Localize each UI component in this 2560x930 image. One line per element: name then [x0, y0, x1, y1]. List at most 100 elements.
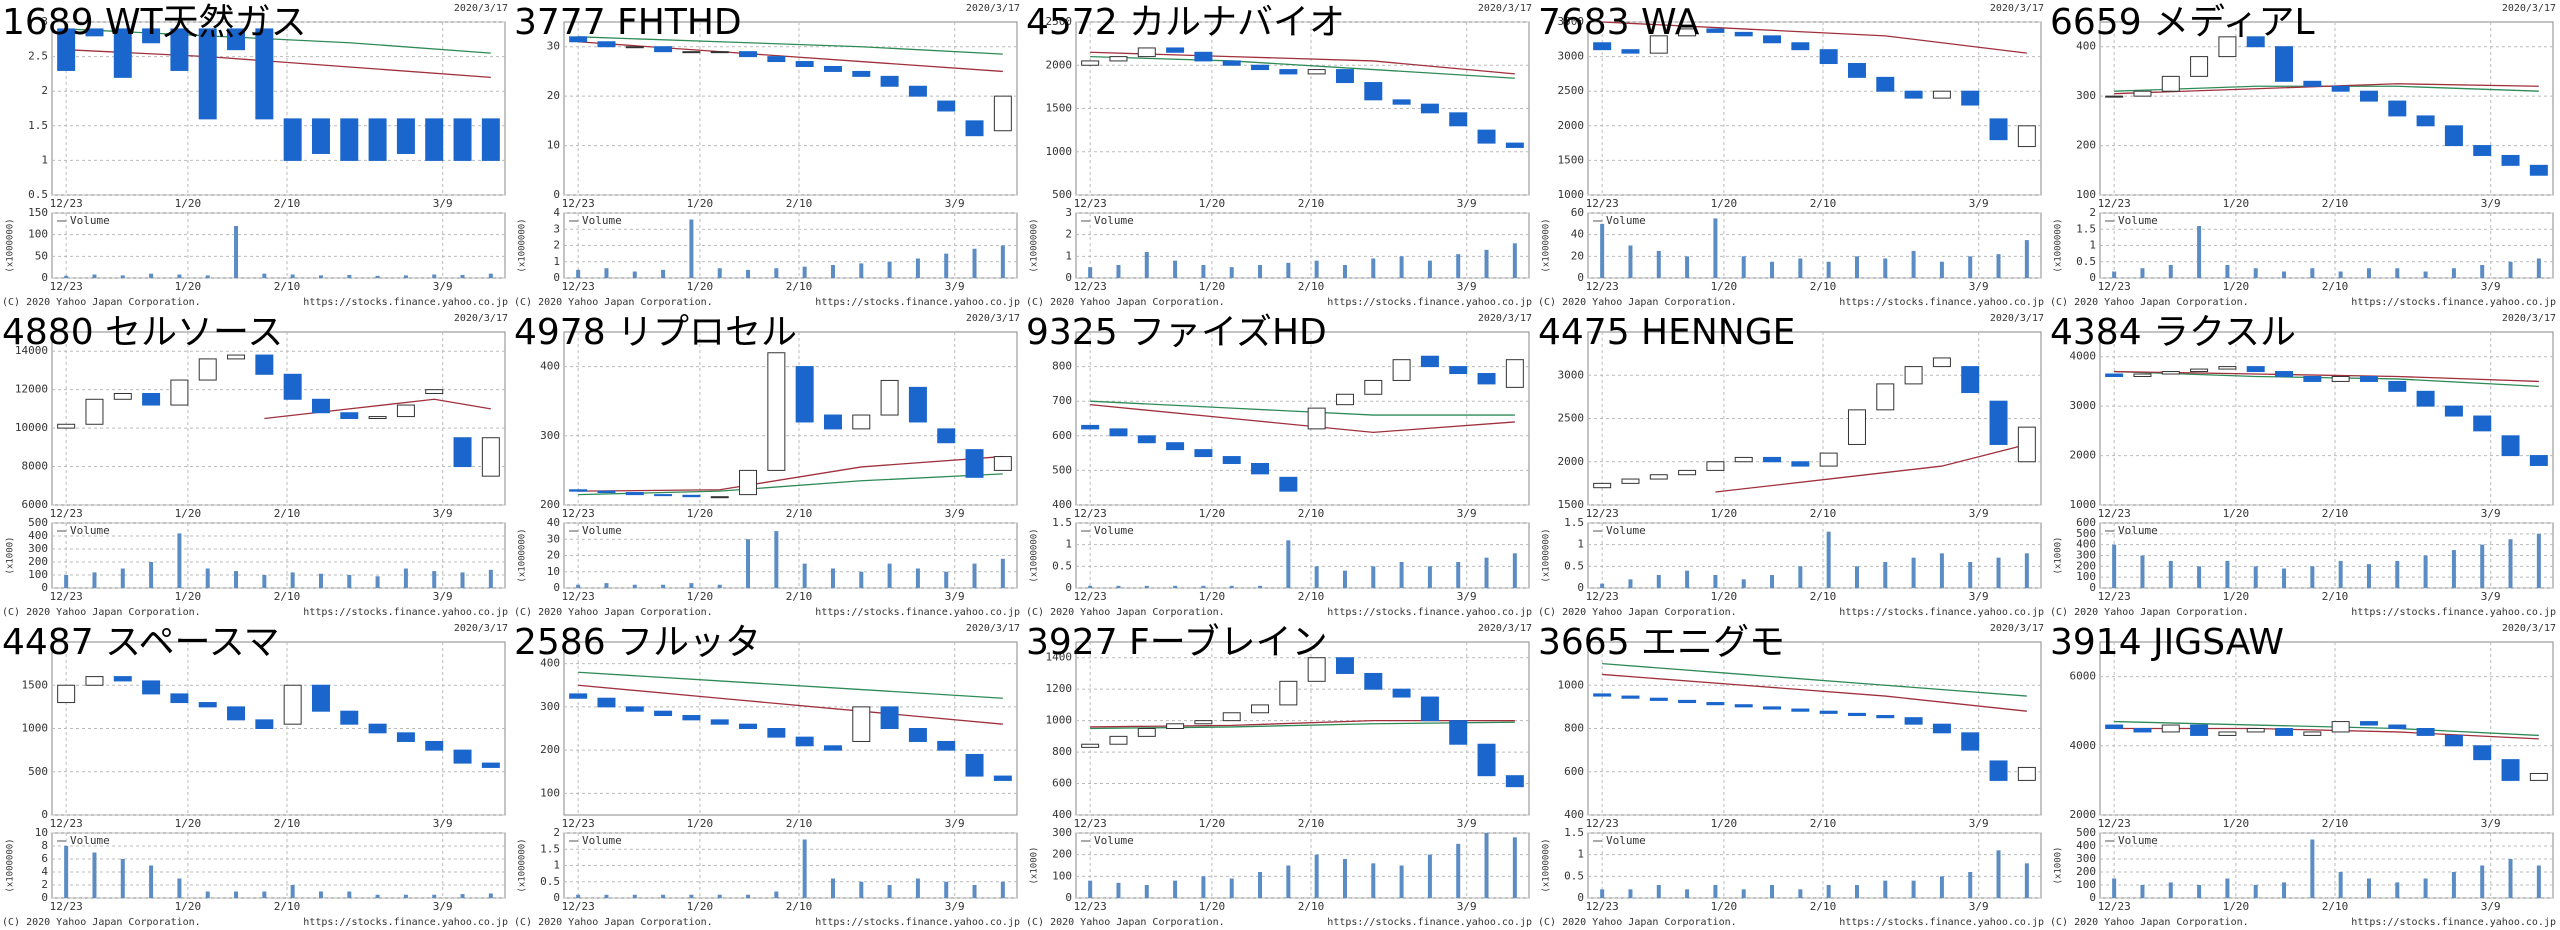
- x-tick-label: 2/10: [2322, 590, 2349, 603]
- x-tick-label: 1/20: [687, 280, 714, 293]
- volume-bar: [1600, 889, 1605, 898]
- volume-bar: [802, 266, 807, 278]
- x-tick-label: 12/23: [562, 817, 595, 830]
- volume-bar: [149, 562, 154, 588]
- candle: [1763, 35, 1782, 44]
- candle: [2444, 734, 2463, 747]
- candle: [1335, 657, 1354, 674]
- volume-unit: (x1000000): [1030, 218, 1040, 272]
- copyright: (C) 2020 Yahoo Japan Corporation.: [1026, 607, 1225, 618]
- source-url: https://stocks.finance.yahoo.co.jp: [815, 297, 1020, 308]
- x-tick-label: 2/10: [1298, 197, 1325, 210]
- volume-bar: [1427, 566, 1432, 588]
- candle: [85, 676, 104, 686]
- candle: [142, 28, 161, 44]
- x-tick-label: 3/9: [1457, 507, 1477, 520]
- candle: [1137, 435, 1156, 444]
- candle: [1706, 28, 1725, 33]
- volume-tick-label: 200: [2076, 559, 2096, 572]
- volume-bar: [944, 571, 949, 588]
- candle: [965, 753, 984, 777]
- volume-bar: [915, 878, 920, 898]
- x-tick-label: 2/10: [1810, 900, 1837, 913]
- volume-tick-label: 0: [2089, 271, 2096, 284]
- volume-tick-label: 200: [2076, 865, 2096, 878]
- x-tick-label: 1/20: [1711, 197, 1738, 210]
- volume-bar: [488, 273, 493, 278]
- candle: [739, 469, 758, 496]
- candle: [311, 684, 330, 712]
- volume-bar: [1770, 261, 1775, 278]
- candle: [2105, 95, 2124, 98]
- volume-bar: [2395, 882, 2400, 898]
- candle: [1307, 69, 1326, 75]
- moving-average: [1090, 721, 1515, 730]
- volume-unit: (x1000000): [1542, 528, 1552, 582]
- candle: [283, 373, 302, 400]
- volume-tick-label: 1.5: [2076, 222, 2096, 235]
- candle: [682, 51, 701, 54]
- volume-unit: (x1000000): [1542, 838, 1552, 892]
- candle: [1847, 63, 1866, 78]
- y-tick-label: 0.5: [28, 188, 48, 201]
- volume-tick-label: 10: [35, 826, 48, 839]
- candle: [453, 118, 472, 161]
- x-tick-label: 3/9: [945, 197, 965, 210]
- candle: [142, 680, 161, 695]
- candle: [1477, 743, 1496, 777]
- volume-tick-label: 0: [1577, 581, 1584, 594]
- candle: [625, 706, 644, 712]
- candle: [908, 386, 927, 423]
- volume-bar: [1798, 258, 1803, 278]
- candle: [654, 46, 673, 53]
- volume-tick-label: 2: [41, 878, 48, 891]
- volume-unit: (x1000000): [1030, 528, 1040, 582]
- volume-bar: [460, 894, 465, 898]
- candle: [227, 706, 246, 721]
- date: 2020/3/17: [454, 3, 508, 14]
- candle: [1335, 69, 1354, 84]
- volume-bar: [375, 576, 380, 588]
- source-url: https://stocks.finance.yahoo.co.jp: [815, 607, 1020, 618]
- stock-panel: 40050060070080000.511.512/2312/231/201/2…: [1026, 312, 1532, 618]
- price-frame: [51, 331, 506, 506]
- volume-bar: [2366, 564, 2371, 588]
- volume-bar: [1371, 258, 1376, 278]
- volume-bar: [1996, 254, 2001, 278]
- candle: [710, 51, 729, 54]
- volume-bar: [2253, 566, 2258, 588]
- volume-tick-label: 600: [2076, 516, 2096, 529]
- x-tick-label: 3/9: [1457, 817, 1477, 830]
- volume-bar: [1826, 261, 1831, 278]
- y-tick-label: 2000: [2070, 808, 2097, 821]
- volume-bar: [64, 275, 69, 278]
- y-tick-label: 1400: [1046, 651, 1073, 664]
- candle: [908, 85, 927, 97]
- copyright: (C) 2020 Yahoo Japan Corporation.: [2, 607, 201, 618]
- y-tick-label: 2500: [1558, 84, 1585, 97]
- x-tick-label: 1/20: [2223, 590, 2250, 603]
- candle: [2473, 145, 2492, 156]
- y-tick-label: 300: [2076, 89, 2096, 102]
- volume-bar: [262, 891, 267, 898]
- candle: [2246, 36, 2265, 48]
- x-tick-label: 3/9: [2481, 280, 2501, 293]
- volume-frame: [51, 832, 506, 899]
- candle: [481, 762, 500, 768]
- volume-bar: [1826, 885, 1831, 898]
- x-tick-label: 12/23: [562, 507, 595, 520]
- price-frame: [2099, 21, 2554, 196]
- volume-bar: [290, 885, 295, 898]
- volume-bar: [2197, 566, 2202, 588]
- volume-bar: [120, 275, 125, 278]
- candle: [396, 118, 415, 154]
- volume-bar: [1342, 265, 1347, 278]
- volume-bar: [1512, 553, 1517, 588]
- moving-average: [1090, 55, 1515, 79]
- candle: [823, 414, 842, 430]
- candle: [2105, 373, 2124, 377]
- y-tick-label: 3500: [1558, 15, 1585, 28]
- volume-bar: [2310, 566, 2315, 588]
- volume-frame: [2099, 832, 2554, 899]
- x-tick-label: 3/9: [433, 590, 453, 603]
